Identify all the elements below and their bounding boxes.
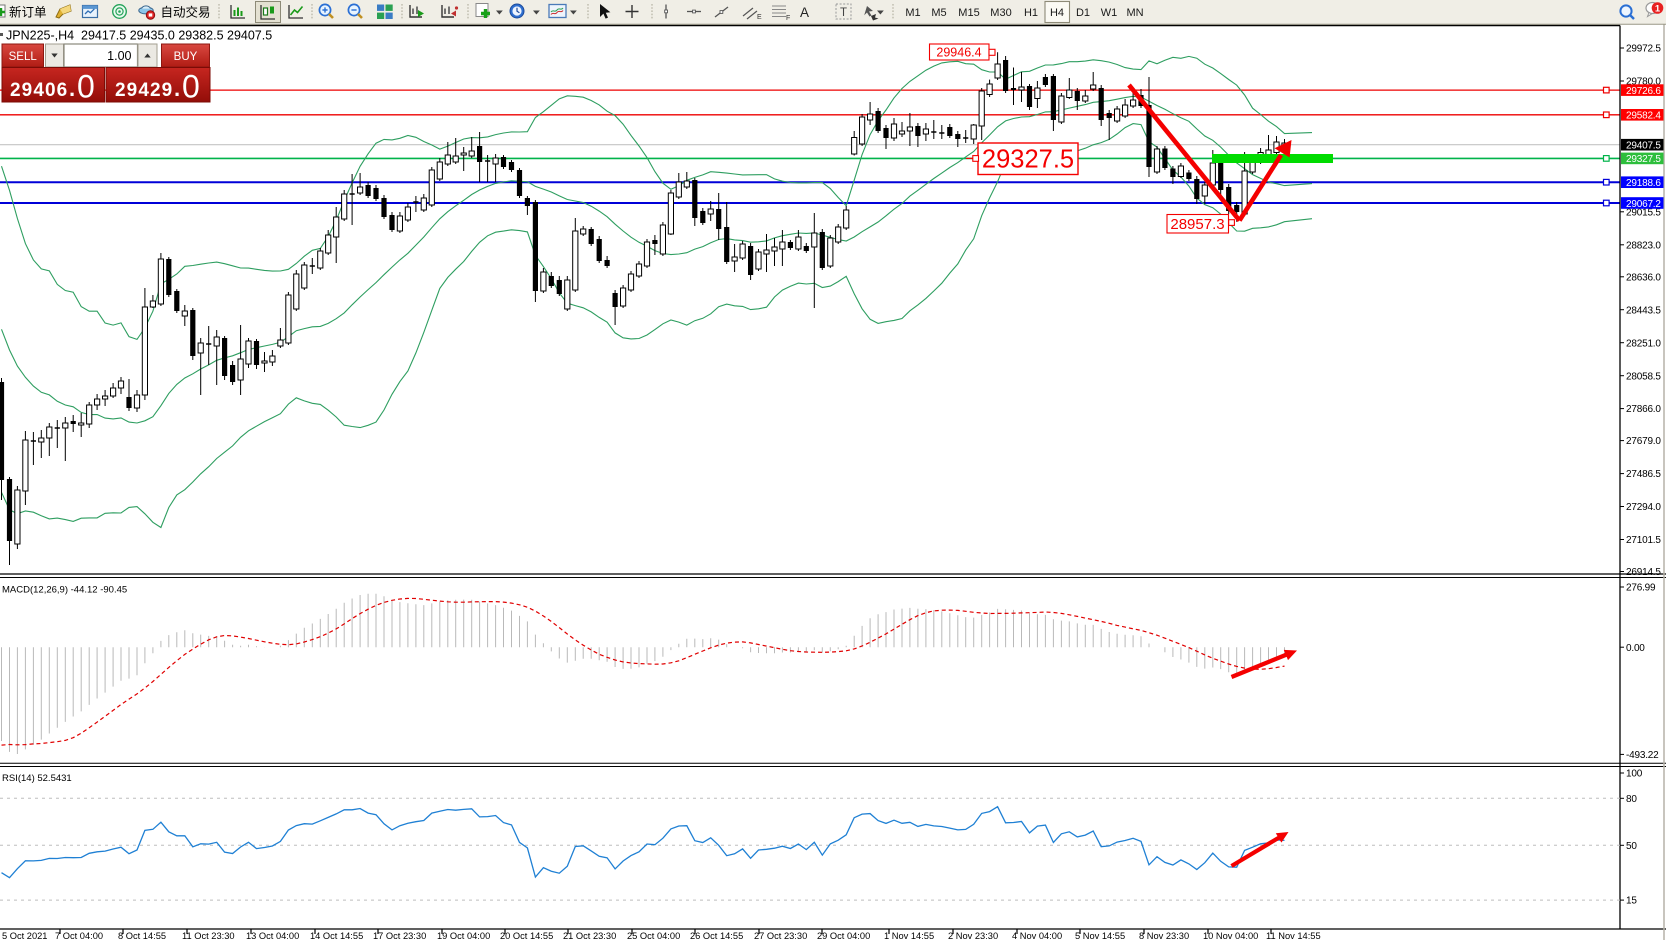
svg-text:21 Oct 23:30: 21 Oct 23:30 <box>563 931 616 940</box>
svg-text:28443.5: 28443.5 <box>1626 305 1661 316</box>
svg-text:0.00: 0.00 <box>1626 643 1645 654</box>
svg-text:29582.4: 29582.4 <box>1626 111 1661 122</box>
svg-text:29406: 29406 <box>10 80 68 101</box>
svg-text:29407.5: 29407.5 <box>1626 141 1661 152</box>
svg-text:5 Nov 14:55: 5 Nov 14:55 <box>1075 931 1125 940</box>
svg-text:M1: M1 <box>905 7 920 19</box>
svg-text:5 Oct 2021: 5 Oct 2021 <box>2 931 47 940</box>
svg-text:25 Oct 04:00: 25 Oct 04:00 <box>627 931 680 940</box>
svg-text:29015.5: 29015.5 <box>1626 207 1661 218</box>
svg-text:15: 15 <box>1626 896 1637 907</box>
svg-text:29972.5: 29972.5 <box>1626 44 1661 55</box>
svg-text:27679.0: 27679.0 <box>1626 436 1661 447</box>
svg-text:11 Nov 14:55: 11 Nov 14:55 <box>1266 931 1321 940</box>
svg-text:29327.5: 29327.5 <box>982 146 1074 174</box>
svg-text:27294.0: 27294.0 <box>1626 502 1661 513</box>
svg-text:14 Oct 14:55: 14 Oct 14:55 <box>310 931 363 940</box>
svg-text:MACD(12,26,9) -44.12 -90.45: MACD(12,26,9) -44.12 -90.45 <box>2 585 127 596</box>
svg-text:W1: W1 <box>1101 7 1118 19</box>
svg-text:0: 0 <box>77 69 95 105</box>
svg-text:4 Nov 04:00: 4 Nov 04:00 <box>1012 931 1062 940</box>
svg-text:29946.4: 29946.4 <box>936 46 981 60</box>
svg-text:10 Nov 04:00: 10 Nov 04:00 <box>1203 931 1258 940</box>
svg-text:11 Oct 23:30: 11 Oct 23:30 <box>182 931 235 940</box>
svg-text:BUY: BUY <box>174 51 198 63</box>
svg-text:H4: H4 <box>1050 7 1064 19</box>
svg-text:29327.5: 29327.5 <box>1626 154 1661 165</box>
svg-text:28823.0: 28823.0 <box>1626 240 1661 251</box>
svg-text:JPN225-,H4 29417.5 29435.0 29: JPN225-,H4 29417.5 29435.0 29382.5 29407… <box>6 29 272 43</box>
svg-text:26 Oct 14:55: 26 Oct 14:55 <box>690 931 743 940</box>
svg-text:80: 80 <box>1626 794 1637 805</box>
svg-text:-493.22: -493.22 <box>1626 750 1659 761</box>
svg-text:19 Oct 04:00: 19 Oct 04:00 <box>437 931 490 940</box>
svg-text:SELL: SELL <box>9 51 38 63</box>
svg-text:M5: M5 <box>931 7 946 19</box>
svg-text:A: A <box>800 5 809 20</box>
svg-text:8 Nov 23:30: 8 Nov 23:30 <box>1139 931 1189 940</box>
svg-text:M15: M15 <box>958 7 979 19</box>
svg-text:8 Oct 14:55: 8 Oct 14:55 <box>118 931 166 940</box>
svg-text:28058.5: 28058.5 <box>1626 371 1661 382</box>
svg-text:20 Oct 14:55: 20 Oct 14:55 <box>500 931 553 940</box>
svg-text:1.00: 1.00 <box>107 49 131 63</box>
svg-text:H1: H1 <box>1024 7 1038 19</box>
svg-text:.: . <box>174 76 180 101</box>
svg-text:28957.3: 28957.3 <box>1170 216 1224 233</box>
svg-text:新订单: 新订单 <box>9 5 47 20</box>
svg-text:MN: MN <box>1126 7 1143 19</box>
svg-text:29780.0: 29780.0 <box>1626 77 1661 88</box>
svg-text:29 Oct 04:00: 29 Oct 04:00 <box>817 931 870 940</box>
svg-text:27866.0: 27866.0 <box>1626 404 1661 415</box>
svg-text:自动交易: 自动交易 <box>161 5 211 20</box>
svg-text:29726.6: 29726.6 <box>1626 86 1661 97</box>
svg-text:27486.5: 27486.5 <box>1626 469 1661 480</box>
svg-text:27 Oct 23:30: 27 Oct 23:30 <box>754 931 807 940</box>
svg-text:0: 0 <box>182 69 200 105</box>
svg-text:F: F <box>786 15 790 22</box>
svg-text:7 Oct 04:00: 7 Oct 04:00 <box>55 931 103 940</box>
svg-text:29429: 29429 <box>115 80 173 101</box>
svg-text:RSI(14) 52.5431: RSI(14) 52.5431 <box>2 773 72 784</box>
svg-text:13 Oct 04:00: 13 Oct 04:00 <box>246 931 299 940</box>
svg-text:17 Oct 23:30: 17 Oct 23:30 <box>373 931 426 940</box>
svg-text:2 Nov 23:30: 2 Nov 23:30 <box>948 931 998 940</box>
svg-text:E: E <box>757 14 762 21</box>
svg-text:M30: M30 <box>990 7 1011 19</box>
svg-text:T: T <box>840 7 847 19</box>
svg-text:D1: D1 <box>1076 7 1090 19</box>
svg-text:28251.0: 28251.0 <box>1626 338 1661 349</box>
svg-text:50: 50 <box>1626 841 1637 852</box>
svg-text:29188.6: 29188.6 <box>1626 178 1661 189</box>
svg-text:1 Nov 14:55: 1 Nov 14:55 <box>884 931 934 940</box>
svg-text:.: . <box>69 76 75 101</box>
svg-text:28636.0: 28636.0 <box>1626 272 1661 283</box>
svg-text:27101.5: 27101.5 <box>1626 535 1661 546</box>
svg-text:100: 100 <box>1626 769 1643 780</box>
svg-text:26914.5: 26914.5 <box>1626 567 1661 578</box>
svg-text:1: 1 <box>1655 3 1661 14</box>
svg-text:276.99: 276.99 <box>1626 583 1656 594</box>
svg-text:29067.2: 29067.2 <box>1626 199 1661 210</box>
